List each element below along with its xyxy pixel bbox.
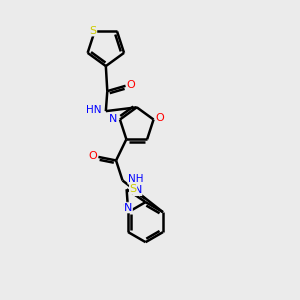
Text: NH: NH	[128, 174, 143, 184]
Text: N: N	[124, 203, 132, 213]
Text: O: O	[156, 113, 164, 123]
Text: S: S	[89, 26, 97, 36]
Text: N: N	[134, 185, 142, 195]
Text: S: S	[130, 184, 136, 194]
Text: O: O	[89, 151, 98, 161]
Text: O: O	[127, 80, 135, 90]
Text: N: N	[109, 114, 118, 124]
Text: HN: HN	[86, 105, 101, 115]
